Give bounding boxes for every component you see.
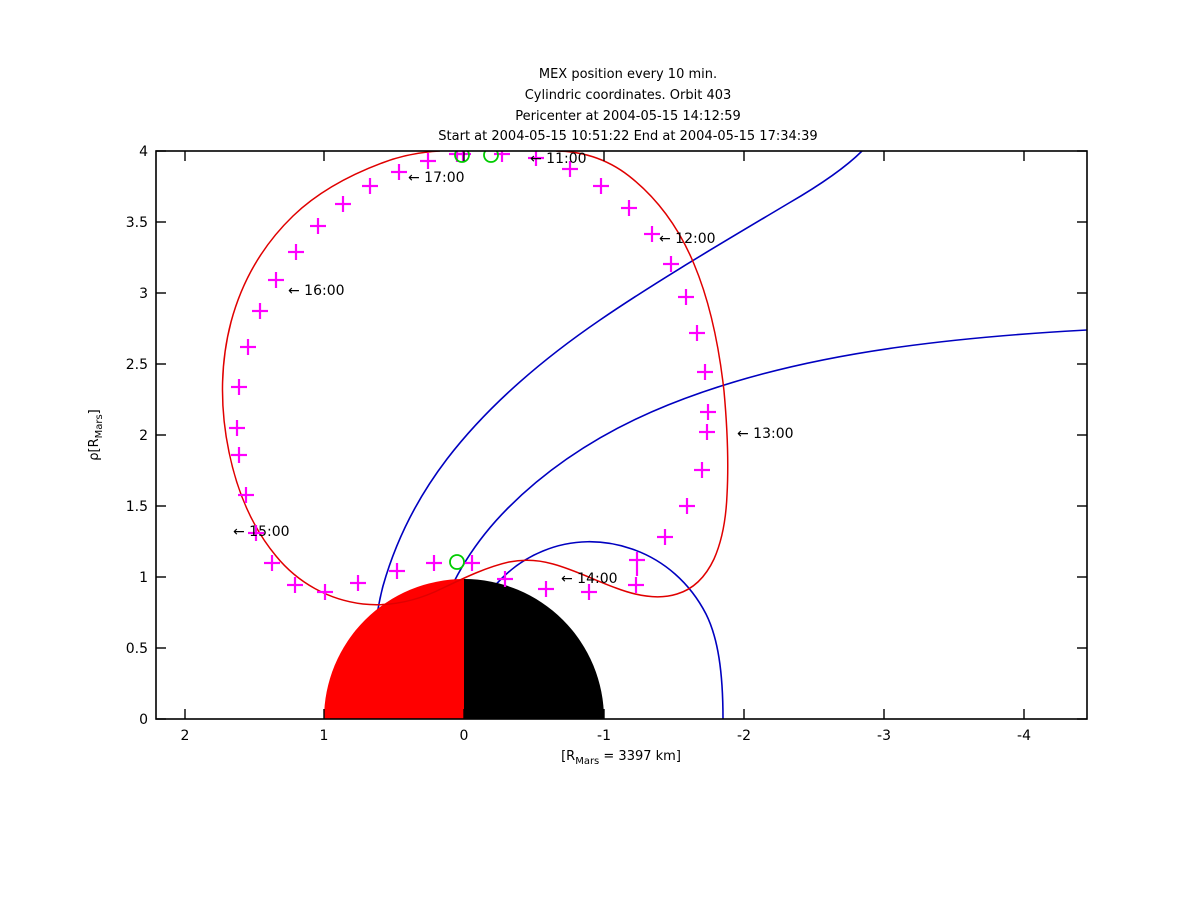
- y-axis-label: ρ[RMars]: [87, 409, 105, 461]
- annotation-1500: ← 15:00: [233, 524, 290, 540]
- x-tick-label: 2: [181, 728, 190, 744]
- x-tick-label: 0: [460, 728, 469, 744]
- y-tick-label: 1: [139, 570, 148, 586]
- x-axis-label: [RMars = 3397 km]: [561, 749, 681, 767]
- title-line-4: Start at 2004-05-15 10:51:22 End at 2004…: [438, 129, 817, 144]
- x-axis-tick-labels: 2 1 0 -1 -2 -3 -4: [181, 728, 1032, 744]
- annotation-1100: ← 11:00: [530, 151, 587, 167]
- crossing-circle-icon: [454, 151, 470, 163]
- title-line-3: Pericenter at 2004-05-15 14:12:59: [515, 109, 741, 124]
- y-tick-label: 0.5: [126, 641, 148, 657]
- title-line-1: MEX position every 10 min.: [539, 67, 717, 82]
- y-tick-label: 0: [139, 712, 148, 728]
- x-tick-label: -2: [737, 728, 751, 744]
- axes-frame: [155, 150, 1088, 720]
- crossing-circle-icon: [449, 554, 465, 570]
- annotation-1600: ← 16:00: [288, 283, 345, 299]
- annotation-1200: ← 12:00: [659, 231, 716, 247]
- y-tick-label: 1.5: [126, 499, 148, 515]
- annotation-1700: ← 17:00: [408, 170, 465, 186]
- y-tick-label: 4: [139, 144, 148, 160]
- y-tick-label: 2: [139, 428, 148, 444]
- x-tick-label: -1: [597, 728, 611, 744]
- plot-content: [221, 151, 1087, 719]
- mars-nightside-half-disk: [464, 579, 604, 719]
- title-block: MEX position every 10 min. Cylindric coo…: [438, 67, 817, 144]
- x-tick-label: -4: [1017, 728, 1031, 744]
- x-axis-ticks: [184, 151, 1025, 719]
- svg-text:ρ[RMars]: ρ[RMars]: [87, 409, 105, 461]
- crossing-circle-icon: [483, 151, 499, 163]
- y-tick-label: 2.5: [126, 357, 148, 373]
- boundary-crossing-circles: [449, 151, 499, 570]
- y-tick-label: 3: [139, 286, 148, 302]
- mars-dayside-half-disk: [324, 579, 464, 719]
- svg-text:[RMars = 3397 km]: [RMars = 3397 km]: [561, 749, 681, 767]
- bow-shock-curve: [371, 151, 863, 719]
- y-axis-tick-labels: 0 0.5 1 1.5 2 2.5 3 3.5 4: [126, 144, 148, 728]
- y-axis-ticks: [156, 150, 1087, 720]
- title-line-2: Cylindric coordinates. Orbit 403: [525, 88, 732, 103]
- time-annotations: ← 11:00 ← 12:00 ← 13:00 ← 14:00 ← 15:00 …: [233, 151, 794, 587]
- y-tick-label: 3.5: [126, 215, 148, 231]
- annotation-1400: ← 14:00: [561, 571, 618, 587]
- x-tick-label: -3: [877, 728, 891, 744]
- x-tick-label: 1: [320, 728, 329, 744]
- orbit-sample-markers: [229, 151, 716, 600]
- annotation-1300: ← 13:00: [737, 426, 794, 442]
- mex-orbit-track: [221, 151, 729, 606]
